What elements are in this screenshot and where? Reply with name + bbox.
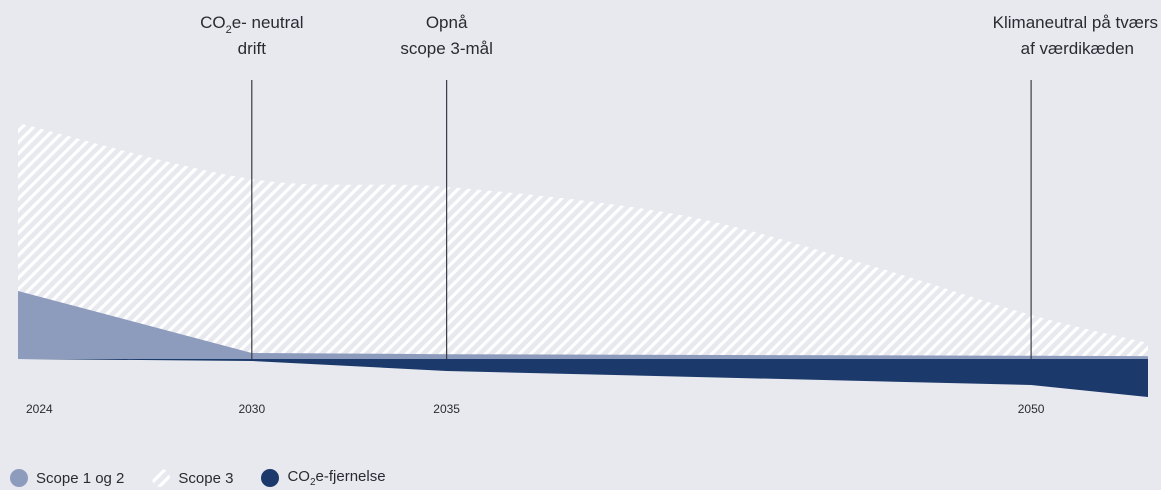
legend-item-co2e-removal: CO2e-fjernelse <box>261 468 386 488</box>
milestone-label-line2: scope 3-mål <box>400 39 493 58</box>
x-tick-label: 2030 <box>238 402 265 416</box>
legend-label: Scope 1 og 2 <box>36 469 125 487</box>
milestone-label-line1: Opnå <box>426 13 468 32</box>
scope-1-2-swatch-icon <box>10 469 28 487</box>
co2e-removal-swatch-icon <box>261 469 280 487</box>
x-tick-label: 2050 <box>1018 402 1045 416</box>
x-tick-label: 2035 <box>433 402 460 416</box>
x-tick-label: 2024 <box>26 402 53 416</box>
scope-1-2-area <box>18 291 1148 359</box>
scope-3-swatch-icon <box>152 469 171 487</box>
scope-3-area <box>18 123 1148 359</box>
milestone-label-line1: CO2e- neutral <box>200 13 303 36</box>
milestone-label-line2: drift <box>238 39 267 58</box>
co2e-removal-area <box>18 359 1148 397</box>
legend-label: Scope 3 <box>178 469 234 487</box>
legend: Scope 1 og 2 Scope 3 CO2e-fjernelse <box>10 468 414 488</box>
milestone-label-line2: af værdikæden <box>1021 39 1134 58</box>
legend-label: CO2e-fjernelse <box>287 468 386 488</box>
milestone-label-line1: Klimaneutral på tværs <box>993 13 1158 32</box>
legend-item-scope-1-2: Scope 1 og 2 <box>10 469 124 487</box>
legend-item-scope-3: Scope 3 <box>152 469 233 487</box>
